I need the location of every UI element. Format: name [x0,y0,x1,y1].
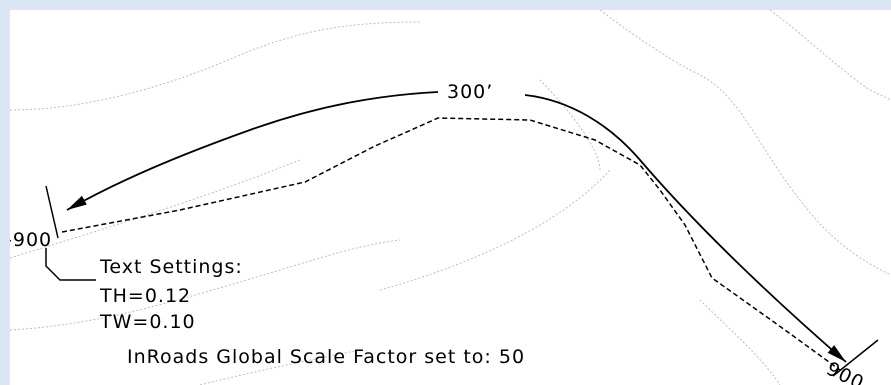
dimension-arc-left [66,91,439,211]
contour-line [699,299,781,385]
station-label-left: -900 [10,229,52,251]
alignment-dashed-line [61,117,841,371]
contour-line [10,21,421,111]
cad-drawing: 300’ -900 900 Text Settings: TH=0.12 TW=… [10,10,891,385]
leader-line [45,248,96,281]
text-width-setting: TW=0.10 [99,311,196,333]
scale-factor-note: InRoads Global Scale Factor set to: 50 [127,346,525,368]
text-height-setting: TH=0.12 [99,285,191,307]
contour-line [10,159,301,259]
contour-line [539,79,601,171]
extension-line-right [832,339,879,377]
contour-line [599,10,891,276]
dimension-arc-right [524,94,847,363]
contour-line [10,239,401,331]
text-settings-title: Text Settings: [99,256,243,278]
extension-line-left [45,185,59,239]
contour-line [379,169,611,291]
contour-line [769,10,891,101]
contour-line [199,349,361,385]
dimension-label-300: 300’ [447,81,493,103]
cad-drawing-canvas: 300’ -900 900 Text Settings: TH=0.12 TW=… [10,10,891,385]
contour-lines [10,10,891,385]
